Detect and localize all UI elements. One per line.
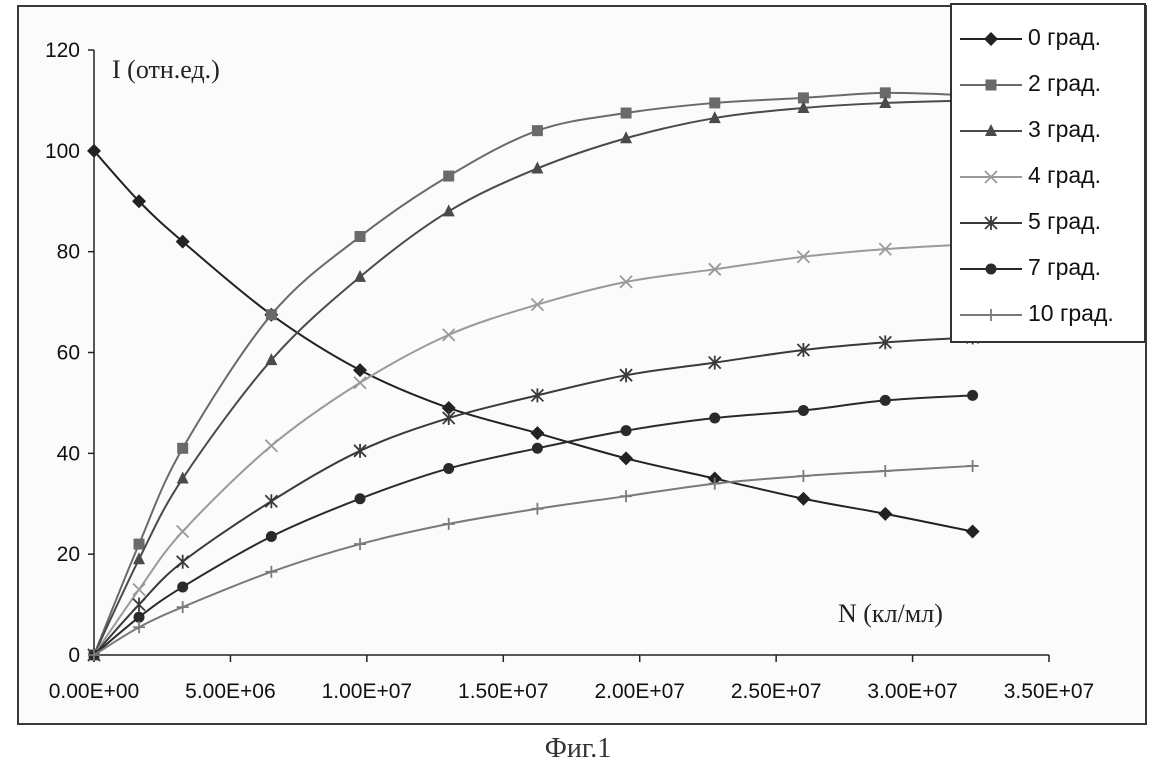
data-point	[796, 492, 810, 506]
legend-swatch-marker	[986, 264, 997, 275]
data-point	[265, 440, 277, 452]
data-point	[709, 413, 720, 424]
legend-entry: 2 град.	[952, 65, 1144, 105]
data-point	[619, 451, 633, 465]
data-point	[133, 621, 145, 633]
legend-label: 2 град.	[1028, 70, 1101, 97]
legend-swatch	[958, 70, 1024, 100]
data-point	[355, 231, 366, 242]
x-tick-label: 5.00E+06	[185, 680, 276, 703]
legend-label: 5 град.	[1028, 208, 1101, 235]
data-point	[177, 525, 189, 537]
data-point	[133, 583, 145, 595]
y-tick-label: 120	[45, 39, 80, 62]
data-point	[354, 538, 366, 550]
legend-label: 0 град.	[1028, 24, 1101, 51]
data-point	[443, 204, 455, 216]
legend-entry: 4 град.	[952, 157, 1144, 197]
data-point	[177, 443, 188, 454]
legend: 0 град. 2 град. 3 град. 4 град. 5 град. 7 гра…	[950, 3, 1146, 343]
y-tick-label: 40	[57, 442, 80, 465]
data-point	[177, 555, 189, 569]
data-point	[133, 598, 145, 612]
data-point	[531, 299, 543, 311]
x-tick-label: 3.00E+07	[867, 680, 958, 703]
data-point	[443, 171, 454, 182]
data-point	[967, 390, 978, 401]
legend-swatch	[958, 254, 1024, 284]
data-point	[621, 108, 632, 119]
legend-label: 4 град.	[1028, 162, 1101, 189]
x-tick-label: 3.50E+07	[1004, 680, 1095, 703]
data-point	[354, 377, 366, 389]
x-tick-label: 2.00E+07	[594, 680, 685, 703]
data-point	[966, 524, 980, 538]
data-point	[797, 470, 809, 482]
x-tick-label: 2.50E+07	[731, 680, 822, 703]
plot-area: 0 20 40 60 80 100 120 0.00E+00 5.00E+06 1.00E+07 1…	[45, 39, 1094, 703]
figure-caption: Фиг.1	[0, 733, 1156, 765]
legend-label: 3 град.	[1028, 116, 1101, 143]
y-tick-label: 100	[45, 140, 80, 163]
data-point	[353, 363, 367, 377]
data-point	[443, 329, 455, 341]
series-line	[94, 93, 973, 655]
legend-entry: 0 град.	[952, 19, 1144, 59]
y-tick-label: 20	[57, 543, 80, 566]
x-tick-label: 1.50E+07	[458, 680, 549, 703]
data-point	[880, 395, 891, 406]
legend-entry: 3 град.	[952, 111, 1144, 151]
legend-swatch	[958, 24, 1024, 54]
legend-label: 10 град.	[1028, 300, 1114, 327]
data-point	[532, 125, 543, 136]
legend-swatch-marker	[985, 309, 997, 321]
data-point	[134, 539, 145, 550]
data-point	[355, 493, 366, 504]
data-point	[266, 531, 277, 542]
x-tick-label: 0.00E+00	[49, 680, 140, 703]
legend-swatch-marker	[986, 80, 997, 91]
legend-label: 7 град.	[1028, 254, 1101, 281]
data-point	[354, 270, 366, 282]
legend-entry: 7 град.	[952, 249, 1144, 289]
data-point	[532, 443, 543, 454]
data-point	[266, 309, 277, 320]
data-point	[265, 494, 277, 508]
legend-entry: 5 град.	[952, 203, 1144, 243]
legend-swatch	[958, 208, 1024, 238]
data-point	[354, 444, 366, 458]
data-point	[530, 426, 544, 440]
y-tick-label: 0	[68, 644, 80, 667]
data-point	[177, 581, 188, 592]
legend-swatch-marker	[984, 32, 998, 46]
data-point	[878, 507, 892, 521]
legend-entry: 10 град.	[952, 295, 1144, 335]
x-tick-label: 1.00E+07	[322, 680, 413, 703]
x-axis-label: N (кл/мл)	[838, 599, 943, 628]
data-point	[709, 97, 720, 108]
data-point	[967, 460, 979, 472]
data-point	[443, 463, 454, 474]
y-tick-label: 80	[57, 241, 80, 264]
data-point	[265, 566, 277, 578]
data-point	[798, 405, 809, 416]
data-point	[879, 465, 891, 477]
series-0	[87, 144, 980, 539]
data-point	[620, 490, 632, 502]
series-2	[88, 93, 979, 660]
data-point	[531, 503, 543, 515]
data-point	[621, 425, 632, 436]
data-point	[443, 411, 455, 425]
y-tick-label: 60	[57, 342, 80, 365]
legend-swatch	[958, 162, 1024, 192]
data-point	[177, 601, 189, 613]
data-point	[443, 518, 455, 530]
legend-swatch	[958, 300, 1024, 330]
legend-swatch	[958, 116, 1024, 146]
y-axis-label: I (отн.ед.)	[112, 55, 220, 84]
data-point	[134, 612, 145, 623]
